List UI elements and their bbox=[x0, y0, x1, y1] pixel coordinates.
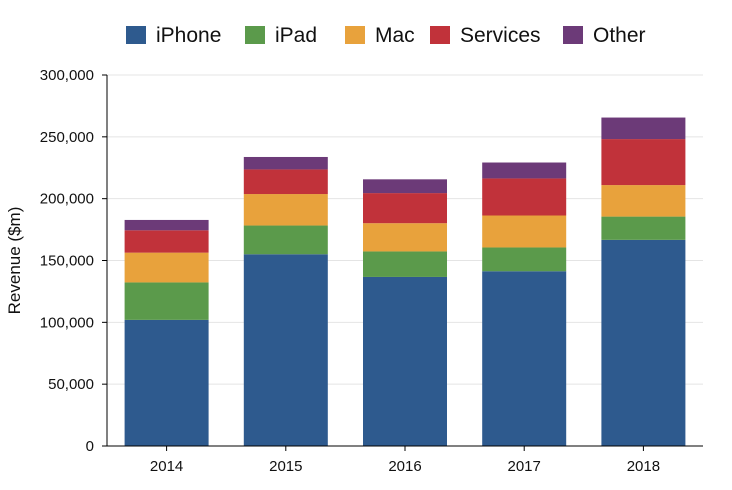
bar-segment-services-2014 bbox=[124, 230, 209, 253]
bar-segment-services-2017 bbox=[482, 178, 567, 216]
x-tick-label: 2018 bbox=[627, 458, 660, 475]
y-tick-label: 250,000 bbox=[40, 129, 94, 146]
bar-segment-iphone-2014 bbox=[124, 319, 209, 446]
y-tick-label: 300,000 bbox=[40, 67, 94, 84]
legend-swatch-other bbox=[563, 26, 583, 44]
bar-segment-ipad-2017 bbox=[482, 247, 567, 272]
x-tick-label: 2017 bbox=[508, 458, 541, 475]
y-tick-label: 200,000 bbox=[40, 191, 94, 208]
bar-segment-ipad-2016 bbox=[363, 251, 447, 277]
legend-label-iphone: iPhone bbox=[156, 24, 221, 47]
bar-segment-services-2018 bbox=[601, 139, 686, 186]
bar-segment-services-2015 bbox=[243, 169, 328, 195]
bar-segment-ipad-2014 bbox=[124, 282, 209, 320]
legend-label-other: Other bbox=[593, 24, 646, 47]
x-tick-label: 2016 bbox=[388, 458, 421, 475]
y-axis-label: Revenue ($m) bbox=[5, 207, 24, 315]
legend-label-mac: Mac bbox=[375, 24, 415, 47]
bar-segment-other-2015 bbox=[243, 156, 328, 170]
bar-segment-ipad-2018 bbox=[601, 216, 686, 240]
bar-segment-mac-2014 bbox=[124, 252, 209, 283]
bar-segment-iphone-2018 bbox=[601, 239, 686, 446]
bar-segment-iphone-2016 bbox=[363, 276, 447, 446]
legend: iPhone iPad Mac Services Other bbox=[126, 24, 646, 47]
legend-swatch-mac bbox=[345, 26, 365, 44]
legend-swatch-iphone bbox=[126, 26, 146, 44]
bar-segment-other-2014 bbox=[124, 219, 209, 231]
y-tick-labels: 0 50,000 100,000 150,000 200,000 250,000 300,0… bbox=[40, 67, 107, 455]
y-tick-label: 50,000 bbox=[48, 376, 94, 393]
bar-segment-ipad-2015 bbox=[243, 225, 328, 255]
bar-segment-other-2016 bbox=[363, 179, 447, 194]
bar-segment-mac-2018 bbox=[601, 185, 686, 217]
bars bbox=[124, 117, 686, 446]
bar-segment-iphone-2015 bbox=[243, 254, 328, 446]
legend-swatch-ipad bbox=[245, 26, 265, 44]
bar-segment-services-2016 bbox=[363, 193, 447, 224]
bar-segment-mac-2017 bbox=[482, 215, 567, 248]
y-tick-label: 100,000 bbox=[40, 314, 94, 331]
y-tick-label: 150,000 bbox=[40, 253, 94, 270]
legend-label-ipad: iPad bbox=[275, 24, 317, 47]
y-tick-label: 0 bbox=[86, 438, 94, 455]
bar-segment-mac-2015 bbox=[243, 194, 328, 226]
bar-segment-other-2018 bbox=[601, 117, 686, 140]
bar-segment-iphone-2017 bbox=[482, 271, 567, 446]
x-tick-labels: 2014 2015 2016 2017 2018 bbox=[150, 446, 660, 475]
legend-swatch-services bbox=[430, 26, 450, 44]
x-tick-label: 2014 bbox=[150, 458, 183, 475]
bar-segment-mac-2016 bbox=[363, 223, 447, 252]
x-tick-label: 2015 bbox=[269, 458, 302, 475]
legend-label-services: Services bbox=[460, 24, 541, 47]
bar-segment-other-2017 bbox=[482, 162, 567, 179]
